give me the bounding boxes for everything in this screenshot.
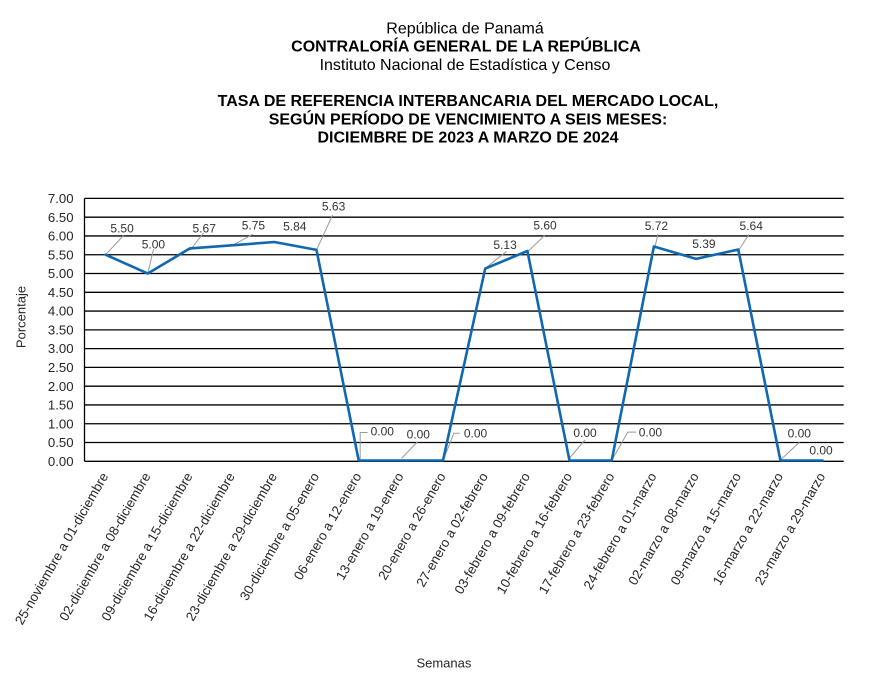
svg-text:4.50: 4.50 [48,285,74,300]
svg-text:5.63: 5.63 [322,200,346,214]
svg-text:0.50: 0.50 [48,435,74,450]
svg-text:5.84: 5.84 [283,220,307,234]
svg-text:6.00: 6.00 [48,229,74,244]
svg-text:CONTRALORÍA GENERAL DE LA REPÚ: CONTRALORÍA GENERAL DE LA REPÚBLICA [291,37,641,56]
svg-text:3.00: 3.00 [48,341,74,356]
svg-text:0.00: 0.00 [639,425,663,439]
svg-text:30-diciembre a 05-enero: 30-diciembre a 05-enero [237,470,322,603]
svg-text:5.72: 5.72 [645,219,669,233]
svg-text:República de Panamá: República de Panamá [386,21,544,38]
svg-text:10-febrero a 16-febrero: 10-febrero a 16-febrero [493,470,575,597]
svg-text:5.64: 5.64 [740,219,764,233]
svg-text:5.00: 5.00 [48,266,74,281]
svg-text:4.00: 4.00 [48,304,74,319]
svg-text:Semanas: Semanas [416,656,471,671]
svg-text:0.00: 0.00 [371,425,395,439]
svg-text:0.00: 0.00 [809,444,833,458]
svg-text:5.00: 5.00 [142,238,166,252]
svg-text:2.50: 2.50 [48,360,74,375]
svg-text:7.00: 7.00 [48,191,74,206]
svg-text:3.50: 3.50 [48,322,74,337]
svg-text:5.67: 5.67 [193,221,217,235]
svg-text:5.39: 5.39 [692,237,716,251]
svg-text:1.50: 1.50 [48,398,74,413]
svg-text:5.13: 5.13 [493,238,517,252]
svg-text:Porcentaje: Porcentaje [13,286,28,348]
svg-text:1.00: 1.00 [48,416,74,431]
svg-text:0.00: 0.00 [407,427,431,441]
svg-text:03-febrero a 09-febrero: 03-febrero a 09-febrero [451,470,533,597]
svg-text:DICIEMBRE DE 2023 A MARZO DE 2: DICIEMBRE DE 2023 A MARZO DE 2024 [317,130,618,147]
svg-text:0.00: 0.00 [48,454,74,469]
svg-text:6.50: 6.50 [48,210,74,225]
svg-text:Instituto Nacional de Estadíst: Instituto Nacional de Estadística y Cens… [320,57,611,74]
svg-text:5.50: 5.50 [48,247,74,262]
svg-text:SEGÚN PERÍODO DE VENCIMIENTO A: SEGÚN PERÍODO DE VENCIMIENTO A SEIS MESE… [269,109,668,128]
svg-text:17-febrero a 23-febrero: 17-febrero a 23-febrero [536,470,618,597]
svg-text:0.00: 0.00 [464,427,488,441]
svg-text:0.00: 0.00 [573,426,597,440]
svg-text:5.60: 5.60 [533,219,557,233]
svg-text:24-febrero a 01-marzo: 24-febrero a 01-marzo [580,470,659,592]
svg-text:5.75: 5.75 [242,219,266,233]
svg-text:2.00: 2.00 [48,379,74,394]
svg-text:0.00: 0.00 [788,427,812,441]
svg-text:TASA DE REFERENCIA INTERBANCAR: TASA DE REFERENCIA INTERBANCARIA DEL MER… [218,93,719,110]
svg-text:5.50: 5.50 [110,221,134,235]
